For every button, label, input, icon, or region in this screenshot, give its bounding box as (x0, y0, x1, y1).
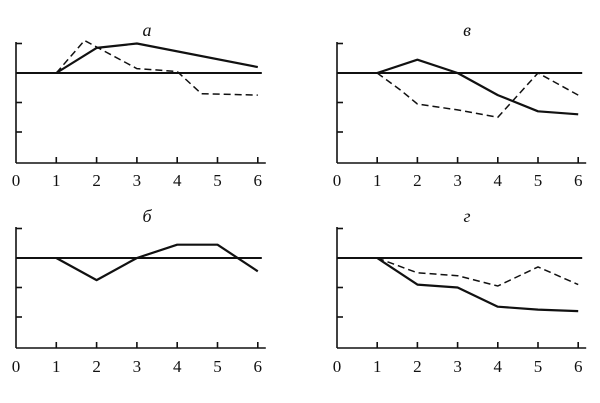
x-tick-label: 5 (534, 357, 543, 376)
x-tick-label: 4 (173, 357, 182, 376)
series-line-solid (55, 42, 259, 74)
series-line-dashed (55, 39, 258, 96)
panel-label: а (143, 20, 152, 40)
x-tick-label: 4 (494, 357, 503, 376)
x-tick-label: 1 (52, 357, 61, 376)
x-tick-label: 5 (534, 171, 543, 190)
x-tick-label: 3 (133, 357, 142, 376)
x-tick-label: 5 (213, 171, 222, 190)
x-tick-label: 5 (213, 357, 222, 376)
x-tick-label: 6 (574, 171, 583, 190)
series-line-dashed (376, 72, 579, 119)
series-line-solid (55, 243, 259, 282)
chart-panel-1: 0 1 2 3 4 5 6 а (12, 20, 266, 190)
series-line-dashed (376, 257, 579, 287)
x-tick-label: 4 (494, 171, 503, 190)
x-tick-label: 2 (92, 357, 101, 376)
x-tick-label: 3 (453, 171, 462, 190)
chart-panel-2: 0 1 2 3 4 5 6 в (333, 20, 587, 190)
x-tick-label: 4 (173, 171, 182, 190)
x-tick-label: 6 (254, 357, 263, 376)
x-tick-label: 0 (333, 171, 342, 190)
x-tick-label: 0 (12, 357, 21, 376)
panel-label: г (463, 206, 470, 226)
x-tick-label: 2 (413, 357, 422, 376)
x-tick-label: 1 (373, 171, 382, 190)
chart-panel-4: 0 1 2 3 4 5 6 г (333, 206, 587, 376)
x-tick-label: 6 (254, 171, 263, 190)
x-tick-label: 0 (12, 171, 21, 190)
x-tick-label: 1 (373, 357, 382, 376)
x-tick-label: 2 (413, 171, 422, 190)
panel-label: б (142, 206, 152, 226)
x-tick-label: 0 (333, 357, 342, 376)
x-tick-label: 2 (92, 171, 101, 190)
series-line-solid (376, 257, 579, 313)
x-tick-label: 1 (52, 171, 61, 190)
series-line-solid (376, 58, 579, 116)
x-tick-label: 3 (133, 171, 142, 190)
panel-label: в (463, 20, 471, 40)
chart-panel-3: 0 1 2 3 4 5 6 б (12, 206, 266, 376)
x-tick-label: 3 (453, 357, 462, 376)
x-tick-label: 6 (574, 357, 583, 376)
